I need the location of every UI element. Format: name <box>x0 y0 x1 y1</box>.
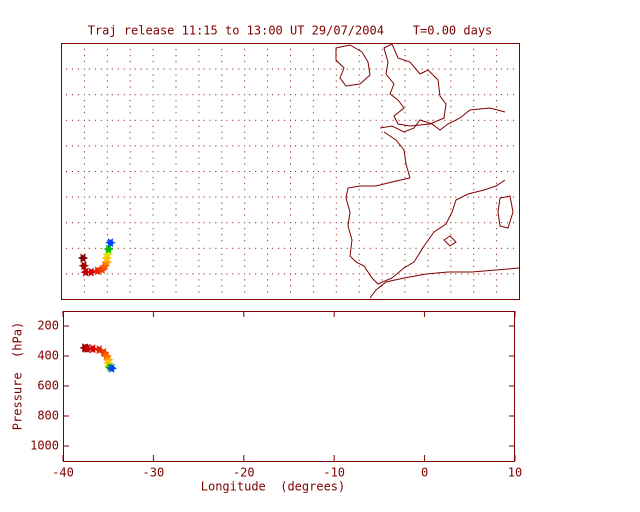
x-tick-label: -30 <box>143 466 165 480</box>
trajectory-point <box>103 244 114 254</box>
x-tick-label: 0 <box>421 466 428 480</box>
x-tick-label: -20 <box>233 466 255 480</box>
plot-frame <box>63 311 515 462</box>
trajectory-point <box>106 363 118 373</box>
trajectory-point <box>92 266 103 276</box>
y-tick-label: 800 <box>37 409 59 423</box>
y-axis-label: Pressure (hPa) <box>11 322 25 430</box>
map-grid <box>61 43 519 299</box>
chart-title: Traj release 11:15 to 13:00 UT 29/07/200… <box>88 24 493 38</box>
trajectory-point <box>80 267 91 277</box>
x-tick-label: -40 <box>52 466 74 480</box>
x-tick-label: -10 <box>323 466 345 480</box>
map-frame <box>61 43 520 300</box>
x-axis-label: Longitude (degrees) <box>201 480 346 494</box>
x-tick-label: 10 <box>508 466 522 480</box>
trajectory-point <box>78 261 90 271</box>
y-tick-label: 600 <box>37 379 59 393</box>
y-tick-label: 400 <box>37 349 59 363</box>
trajectory-point <box>105 238 116 248</box>
trajectory-point <box>85 267 97 277</box>
trajectory-point <box>82 343 93 354</box>
y-tick-label: 200 <box>37 319 59 333</box>
trajectory-point <box>87 344 99 354</box>
trajectory-point <box>77 253 89 263</box>
coastlines <box>335 43 520 299</box>
y-tick-label: 1000 <box>30 439 59 453</box>
